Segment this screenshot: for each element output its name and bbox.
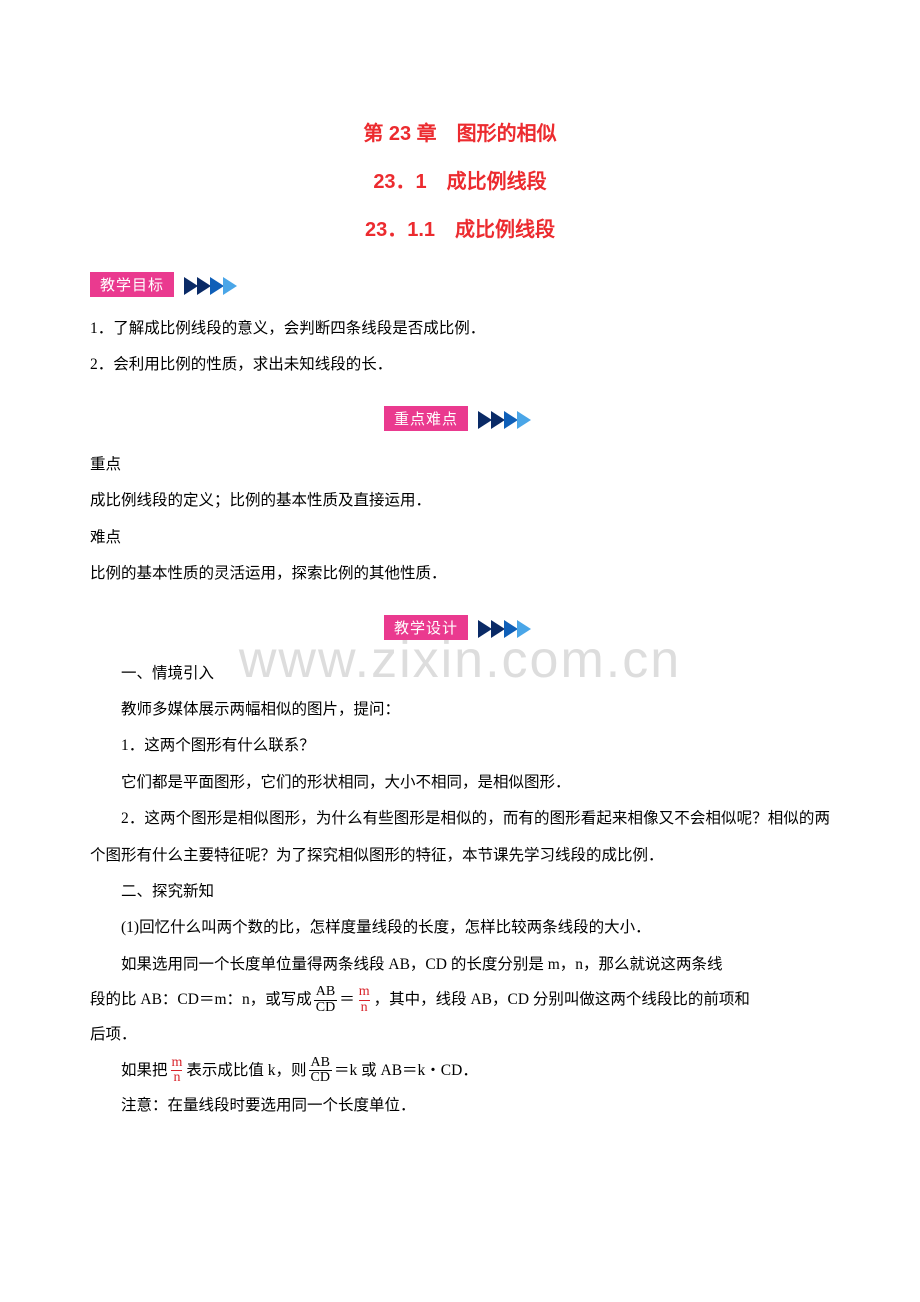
design-p7: (1)回忆什么叫两个数的比，怎样度量线段的长度，怎样比较两条线段的大小． <box>90 910 830 946</box>
objective-2: 2．会利用比例的性质，求出未知线段的长． <box>90 347 830 383</box>
design-p2: 教师多媒体展示两幅相似的图片，提问： <box>90 692 830 728</box>
p8b-mid: ＝ <box>339 983 355 1017</box>
objective-1: 1．了解成比例线段的意义，会判断四条线段是否成比例． <box>90 311 830 347</box>
document-page: www.zixin.com.cn 第 23 章 图形的相似 23．1 成比例线段… <box>0 0 920 1184</box>
p8b-pre: 段的比 AB：CD＝m：n，或写成 <box>90 983 312 1017</box>
hard-text: 比例的基本性质的灵活运用，探索比例的其他性质． <box>90 556 830 592</box>
design-badge-label: 教学设计 <box>384 615 468 640</box>
chapter-title: 第 23 章 图形的相似 <box>90 110 830 158</box>
objectives-badge-label: 教学目标 <box>90 272 174 297</box>
subsection-title: 23．1.1 成比例线段 <box>90 206 830 254</box>
p8b-post: ，其中，线段 AB，CD 分别叫做这两个线段比的前项和 <box>374 983 750 1017</box>
p9-mid1: 表示成比值 k，则 <box>186 1054 306 1088</box>
frac-num: AB <box>309 1056 332 1071</box>
title-block: 第 23 章 图形的相似 23．1 成比例线段 23．1.1 成比例线段 <box>90 110 830 254</box>
design-p9: 如果把 m n 表示成比值 k，则 AB CD ＝k 或 AB＝k・CD． <box>90 1054 830 1088</box>
chevrons-icon <box>478 411 536 429</box>
fraction-ab-cd: AB CD <box>314 985 337 1015</box>
frac-den: CD <box>314 1000 337 1016</box>
design-p3: 1．这两个图形有什么联系？ <box>90 728 830 764</box>
design-p4: 它们都是平面图形，它们的形状相同，大小不相同，是相似图形． <box>90 765 830 801</box>
design-p8b: 段的比 AB：CD＝m：n，或写成 AB CD ＝ m n ，其中，线段 AB，… <box>90 983 830 1017</box>
frac-num: AB <box>314 985 337 1000</box>
objectives-badge: 教学目标 <box>90 272 242 297</box>
heavy-text: 成比例线段的定义；比例的基本性质及直接运用． <box>90 483 830 519</box>
frac-num: m <box>170 1056 185 1071</box>
frac-den: n <box>171 1070 182 1086</box>
keypoints-badge: 重点难点 <box>384 406 536 431</box>
chevrons-icon <box>478 620 536 638</box>
design-badge-wrap: 教学设计 <box>90 597 830 654</box>
heavy-label: 重点 <box>90 447 830 483</box>
frac-num: m <box>357 985 372 1000</box>
frac-den: CD <box>309 1070 332 1086</box>
chevrons-icon <box>184 277 242 295</box>
design-p5: 2．这两个图形是相似图形，为什么有些图形是相似的，而有的图形看起来相像又不会相似… <box>90 801 830 874</box>
design-p8a: 如果选用同一个长度单位量得两条线段 AB，CD 的长度分别是 m，n，那么就说这… <box>90 947 830 983</box>
design-badge: 教学设计 <box>384 615 536 640</box>
design-p6: 二、探究新知 <box>90 874 830 910</box>
keypoints-badge-label: 重点难点 <box>384 406 468 431</box>
fraction-ab-cd-2: AB CD <box>309 1056 332 1086</box>
design-p1: 一、情境引入 <box>90 656 830 692</box>
design-p8c: 后项． <box>90 1017 830 1053</box>
frac-den: n <box>359 1000 370 1016</box>
p9-mid2: ＝k 或 AB＝k・CD． <box>334 1054 478 1088</box>
fraction-m-n: m n <box>357 985 372 1015</box>
p9-pre: 如果把 <box>90 1054 168 1088</box>
keypoints-badge-wrap: 重点难点 <box>90 388 830 445</box>
section-title: 23．1 成比例线段 <box>90 158 830 206</box>
hard-label: 难点 <box>90 520 830 556</box>
design-p10: 注意：在量线段时要选用同一个长度单位． <box>90 1088 830 1124</box>
fraction-m-n-2: m n <box>170 1056 185 1086</box>
